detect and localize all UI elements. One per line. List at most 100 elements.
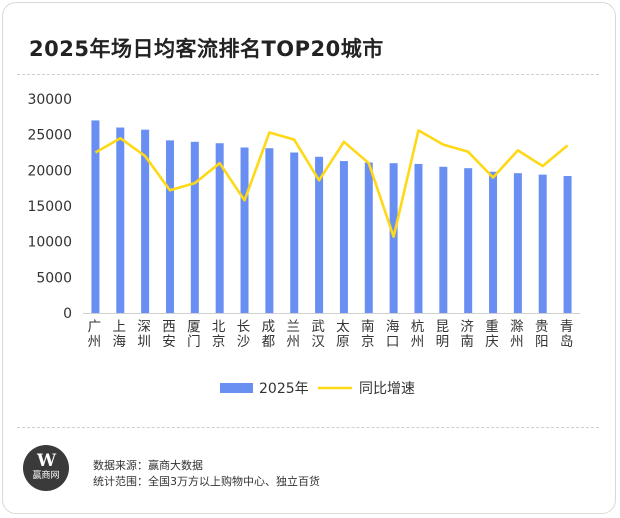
x-tick-label: 上海 xyxy=(113,319,127,350)
x-tick-char: 安 xyxy=(162,334,176,350)
x-tick-char: 阳 xyxy=(535,334,549,350)
bar-4 xyxy=(165,140,174,313)
legend-bar-swatch xyxy=(220,383,253,393)
x-tick-label: 长沙 xyxy=(237,319,251,350)
x-tick-char: 门 xyxy=(187,334,201,350)
logo-icon: W 赢商网 xyxy=(23,445,69,491)
bar-9 xyxy=(290,152,299,313)
x-tick-char: 贵 xyxy=(535,319,549,335)
x-tick-char: 州 xyxy=(286,334,300,350)
y-tick-label: 10000 xyxy=(27,235,72,251)
logo-text: 赢商网 xyxy=(32,471,60,481)
x-tick-char: 沙 xyxy=(237,334,251,350)
x-tick-char: 深 xyxy=(137,319,151,335)
bar-10 xyxy=(315,156,324,313)
footer-divider xyxy=(17,427,599,428)
x-tick-label: 昆明 xyxy=(436,319,450,350)
x-tick-char: 长 xyxy=(237,319,251,335)
x-tick-label: 青岛 xyxy=(560,319,574,350)
x-tick-label: 太原 xyxy=(336,319,350,350)
bar-6 xyxy=(215,143,224,313)
x-tick-label: 广州 xyxy=(88,319,102,350)
x-tick-char: 青 xyxy=(560,319,574,335)
x-tick-char: 广 xyxy=(88,319,102,335)
x-tick-char: 昆 xyxy=(436,319,450,335)
bar-16 xyxy=(464,168,473,313)
x-tick-label: 兰州 xyxy=(286,319,300,350)
x-tick-char: 都 xyxy=(262,334,276,350)
x-tick-char: 庆 xyxy=(485,334,499,350)
chart-card: 2025年场日均客流排名TOP20城市 W 赢商网 数据来源：赢商大数据 统计范… xyxy=(2,2,616,514)
x-tick-label: 滁州 xyxy=(510,319,524,350)
x-tick-char: 州 xyxy=(510,334,524,350)
legend-bar-label: 2025年 xyxy=(259,381,309,397)
x-tick-char: 西 xyxy=(162,319,176,335)
data-source: 数据来源：赢商大数据 统计范围：全国3万方以上购物中心、独立百货 xyxy=(93,458,320,490)
x-tick-char: 厦 xyxy=(187,319,201,335)
x-tick-label: 西安 xyxy=(162,319,176,350)
x-tick-label: 重庆 xyxy=(485,319,499,350)
x-tick-label: 贵阳 xyxy=(535,319,549,350)
y-tick-label: 0 xyxy=(63,306,72,322)
x-tick-label: 武汉 xyxy=(311,319,325,350)
x-tick-char: 原 xyxy=(336,334,350,350)
x-tick-label: 北京 xyxy=(212,319,226,350)
bar-15 xyxy=(439,166,448,313)
x-tick-char: 滁 xyxy=(510,319,524,335)
x-tick-char: 北 xyxy=(212,319,226,335)
x-tick-char: 重 xyxy=(485,319,499,335)
x-tick-char: 上 xyxy=(113,319,127,335)
x-tick-char: 兰 xyxy=(286,319,300,335)
source-line-2: 统计范围：全国3万方以上购物中心、独立百货 xyxy=(93,475,320,488)
x-tick-char: 成 xyxy=(262,319,276,335)
x-tick-char: 海 xyxy=(386,319,400,335)
title-divider xyxy=(17,74,599,75)
bar-12 xyxy=(364,162,373,313)
logo-mark: W xyxy=(36,451,56,471)
x-tick-char: 南 xyxy=(460,334,474,350)
x-tick-char: 京 xyxy=(212,334,226,350)
x-tick-char: 杭 xyxy=(411,319,425,335)
x-tick-label: 南京 xyxy=(361,319,375,350)
x-tick-char: 汉 xyxy=(311,334,325,350)
y-tick-label: 20000 xyxy=(27,163,72,179)
x-tick-char: 州 xyxy=(411,334,425,350)
bar-2 xyxy=(116,127,125,314)
bar-5 xyxy=(190,141,199,313)
x-tick-label: 济南 xyxy=(460,319,474,350)
bar-1 xyxy=(91,120,100,314)
bar-19 xyxy=(538,174,547,313)
x-tick-char: 济 xyxy=(460,319,474,335)
x-tick-char: 口 xyxy=(386,334,400,350)
x-tick-char: 武 xyxy=(311,319,325,335)
x-tick-label: 深圳 xyxy=(137,319,151,350)
bar-17 xyxy=(489,171,498,313)
growth-line xyxy=(94,129,569,238)
x-tick-char: 明 xyxy=(436,334,450,350)
x-tick-label: 杭州 xyxy=(411,319,425,350)
y-tick-label: 25000 xyxy=(27,128,72,144)
x-tick-char: 圳 xyxy=(137,334,151,350)
x-tick-char: 京 xyxy=(361,334,375,350)
y-tick-label: 15000 xyxy=(27,199,72,215)
bar-7 xyxy=(240,147,249,313)
bar-11 xyxy=(339,161,348,313)
bar-20 xyxy=(563,176,572,313)
chart-title: 2025年场日均客流排名TOP20城市 xyxy=(29,37,384,61)
bar-18 xyxy=(513,173,522,313)
x-tick-char: 州 xyxy=(88,334,102,350)
x-tick-char: 海 xyxy=(113,334,127,350)
bar-14 xyxy=(414,163,423,313)
x-tick-label: 厦门 xyxy=(187,319,201,350)
source-line-1: 数据来源：赢商大数据 xyxy=(93,459,203,472)
x-tick-label: 海口 xyxy=(386,319,400,350)
x-tick-char: 岛 xyxy=(560,334,574,350)
bar-13 xyxy=(389,163,398,313)
x-tick-char: 太 xyxy=(336,319,350,335)
x-tick-label: 成都 xyxy=(262,319,276,350)
legend-line-label: 同比增速 xyxy=(359,381,415,397)
x-tick-char: 南 xyxy=(361,319,375,335)
bar-3 xyxy=(141,129,150,313)
bar-8 xyxy=(265,148,274,313)
